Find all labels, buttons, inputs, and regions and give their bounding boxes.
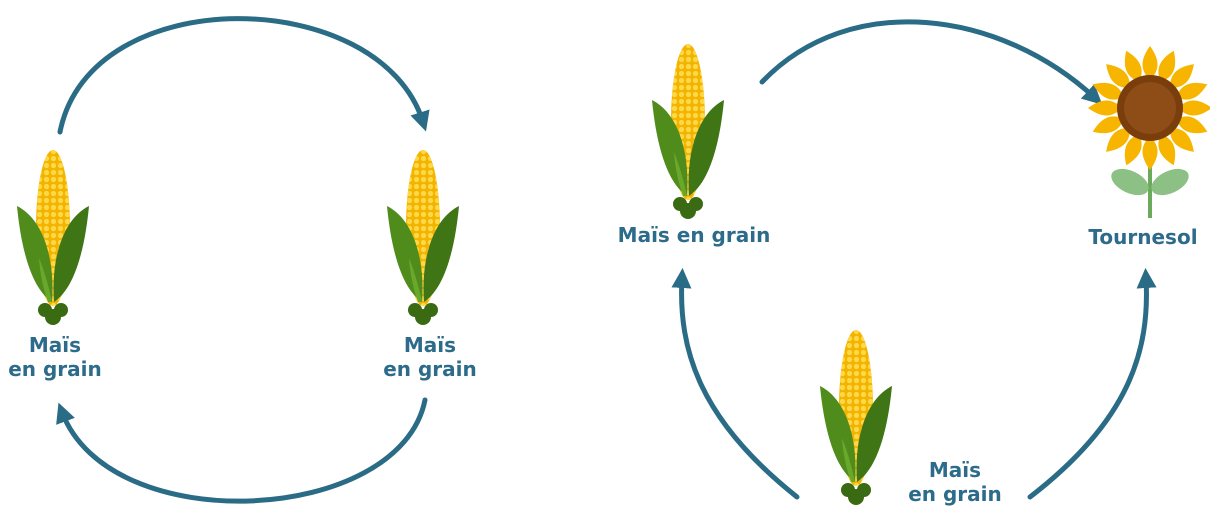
sunflower-icon (1088, 46, 1210, 218)
node-label: en grain (8, 357, 102, 381)
node-label: Maïs en grain (618, 223, 771, 247)
corn-icon (652, 44, 724, 219)
node-label: Maïs (404, 333, 456, 357)
node-label: en grain (383, 357, 477, 381)
arrow (1030, 278, 1146, 497)
node-label: Maïs (929, 458, 981, 482)
arrow (682, 278, 797, 497)
diagram: Maïs en grain Maïs en grain Maïs en grai… (0, 0, 1210, 513)
corn-icon (17, 150, 89, 325)
corn-icon (820, 330, 892, 505)
arrow (60, 19, 423, 132)
node-label: Maïs (29, 333, 81, 357)
arrow (62, 400, 425, 501)
corn-icon (387, 150, 459, 325)
node-label: en grain (908, 482, 1002, 506)
arrow (762, 22, 1095, 98)
node-label: Tournesol (1088, 225, 1197, 249)
